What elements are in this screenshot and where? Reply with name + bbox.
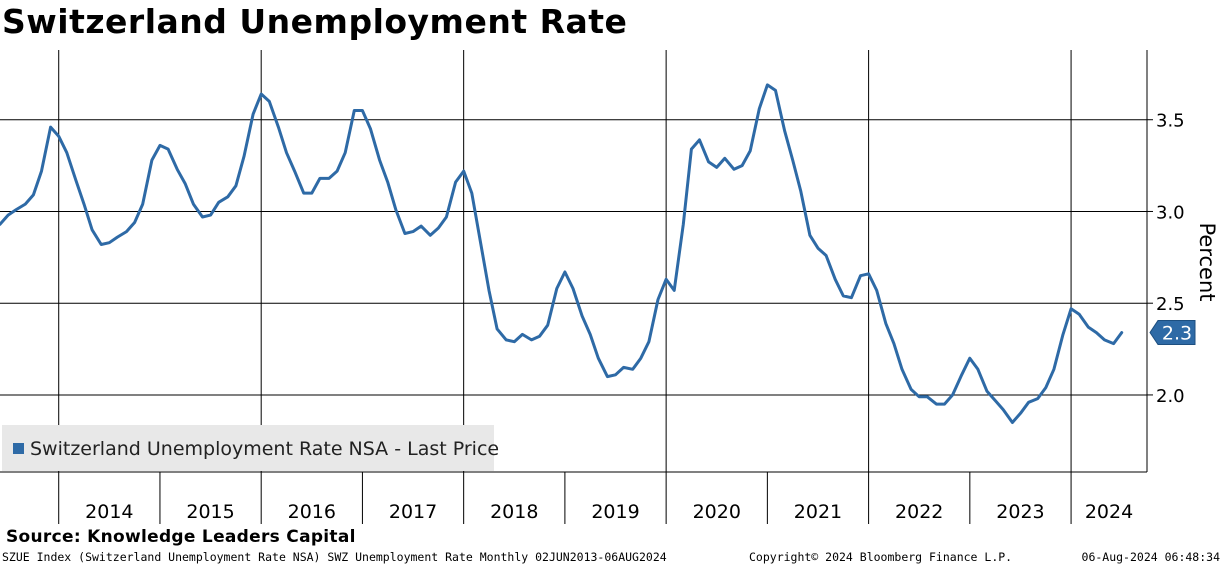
grid <box>0 50 1147 524</box>
series-layer <box>0 83 1124 424</box>
y-tick-label: 3.5 <box>1156 111 1185 132</box>
x-tick-label: 2018 <box>490 501 538 523</box>
x-tick-label: 2017 <box>389 501 437 523</box>
x-tick-label: 2024 <box>1085 501 1133 523</box>
last-value-label: 2.3 <box>1162 323 1192 345</box>
legend-swatch <box>13 443 24 454</box>
legend: Switzerland Unemployment Rate NSA - Last… <box>2 425 499 471</box>
last-value-tag <box>1149 320 1196 346</box>
chart-title: Switzerland Unemployment Rate <box>2 2 628 41</box>
x-tick-label: 2020 <box>693 501 741 523</box>
footer-index-info: SZUE Index (Switzerland Unemployment Rat… <box>2 550 667 564</box>
y-tick-label: 3.0 <box>1156 202 1185 223</box>
legend-box <box>2 425 494 471</box>
y-tick-label: 2.5 <box>1156 294 1185 315</box>
y-tick-label: 2.0 <box>1156 386 1185 407</box>
y-axis-title: Percent <box>1195 222 1219 301</box>
series-line-unemployment-rate <box>0 83 1124 424</box>
footer-timestamp: 06-Aug-2024 06:48:34 <box>1081 550 1220 564</box>
x-tick-label: 2021 <box>794 501 842 523</box>
x-tick-label: 2019 <box>591 501 639 523</box>
footer-copyright: Copyright© 2024 Bloomberg Finance L.P. <box>749 550 1013 564</box>
x-tick-label: 2016 <box>288 501 336 523</box>
x-tick-label: 2014 <box>85 501 133 523</box>
x-tick-label: 2023 <box>996 501 1044 523</box>
x-tick-label: 2022 <box>895 501 943 523</box>
axes: 2.0 2.5 3.0 3.5 2014 2015 2016 2017 2018 2019 2020… <box>0 50 1219 523</box>
source-note: Source: Knowledge Leaders Capital <box>6 527 356 547</box>
x-tick-label: 2015 <box>186 501 234 523</box>
legend-label: Switzerland Unemployment Rate NSA - Last… <box>30 438 499 460</box>
